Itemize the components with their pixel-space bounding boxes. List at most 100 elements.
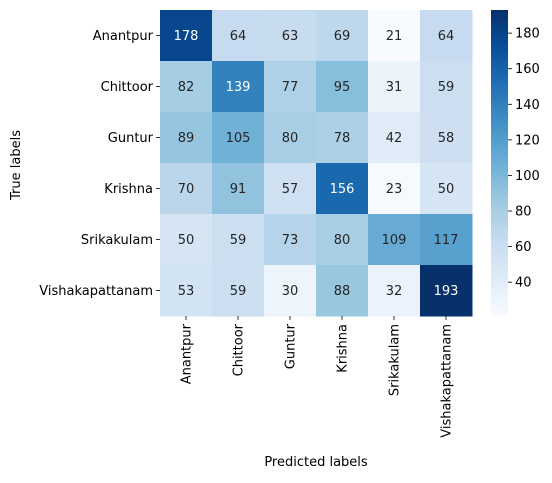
cell-value-label: 58 (438, 131, 455, 146)
heatmap-cell (316, 265, 369, 317)
x-axis: Anantpur Chittoor Guntur Krishna Srikakulam V… (180, 316, 455, 438)
cell-value-label: 57 (282, 182, 299, 197)
x-tick-label: Vishakapattanam (440, 324, 455, 438)
cell-value-label: 78 (334, 131, 351, 146)
cell-value-label: 50 (178, 233, 195, 248)
cell-value-label: 193 (434, 284, 459, 299)
heatmap-cell (264, 61, 317, 113)
heatmap-cell (160, 10, 213, 62)
x-tick-label: Guntur (284, 323, 299, 369)
heatmap-cell (368, 265, 421, 317)
cell-value-label: 109 (382, 233, 407, 248)
heatmap-cell (420, 163, 473, 215)
heatmap-cell (316, 163, 369, 215)
heatmap-cell (420, 265, 473, 317)
cell-value-label: 64 (438, 29, 455, 44)
cell-value-label: 59 (230, 284, 247, 299)
heatmap-cell (316, 61, 369, 113)
heatmap-cell (420, 214, 473, 266)
cell-value-label: 89 (178, 131, 195, 146)
y-axis: Anantpur Chittoor Guntur Krishna Srikakulam V… (39, 29, 160, 299)
colorbar-gradient (491, 10, 508, 316)
cell-value-label: 88 (334, 284, 351, 299)
cell-value-label: 21 (386, 29, 403, 44)
colorbar: 40 60 80 100 120 140 160 180 (491, 10, 540, 316)
heatmap-cell (212, 163, 265, 215)
heatmap-cell (212, 214, 265, 266)
heatmap-cell (264, 163, 317, 215)
colorbar-tick-label: 140 (515, 98, 540, 113)
cell-value-label: 178 (174, 29, 199, 44)
y-tick-label: Krishna (104, 182, 153, 197)
heatmap-cell (160, 214, 213, 266)
heatmap-cell (212, 265, 265, 317)
y-tick-label: Anantpur (93, 29, 154, 44)
heatmap-cell (264, 10, 317, 62)
cell-value-label: 64 (230, 29, 247, 44)
y-axis-title: True labels (9, 130, 24, 201)
cell-value-label: 69 (334, 29, 351, 44)
heatmap-cell (368, 112, 421, 164)
cell-value-label: 105 (226, 131, 251, 146)
heatmap-cell (420, 10, 473, 62)
cell-value-label: 63 (282, 29, 299, 44)
cell-value-label: 117 (434, 233, 459, 248)
cell-value-label: 50 (438, 182, 455, 197)
cell-value-label: 80 (334, 233, 351, 248)
colorbar-tick-label: 180 (515, 27, 540, 42)
cell-value-label: 73 (282, 233, 299, 248)
x-tick-label: Krishna (336, 324, 351, 373)
colorbar-tick-label: 40 (515, 276, 532, 291)
x-axis-title: Predicted labels (264, 455, 368, 470)
heatmap-cell (212, 10, 265, 62)
cell-value-label: 30 (282, 284, 299, 299)
heatmap-cell (160, 61, 213, 113)
heatmap-cell (264, 265, 317, 317)
heatmap-cell (160, 265, 213, 317)
x-tick-label: Srikakulam (388, 324, 403, 396)
heatmap-cell (368, 214, 421, 266)
cell-value-label: 82 (178, 80, 195, 95)
heatmap-cell (368, 61, 421, 113)
heatmap-cell (212, 112, 265, 164)
heatmap-cell (368, 10, 421, 62)
heatmap-cell-labels: 178 64 63 69 21 64 82 139 77 95 31 59 89 105 80 78 42 58 7… (174, 29, 459, 299)
x-tick-label: Anantpur (180, 323, 195, 384)
heatmap-cell (264, 112, 317, 164)
colorbar-tick-label: 60 (515, 240, 532, 255)
heatmap-cell (368, 163, 421, 215)
y-tick-label: Vishakapattanam (39, 284, 153, 299)
cell-value-label: 80 (282, 131, 299, 146)
heatmap-cell (160, 163, 213, 215)
cell-value-label: 53 (178, 284, 195, 299)
colorbar-tick-label: 100 (515, 169, 540, 184)
heatmap-cell (420, 61, 473, 113)
heatmap-cell (316, 10, 369, 62)
cell-value-label: 70 (178, 182, 195, 197)
cell-value-label: 42 (386, 131, 403, 146)
cell-value-label: 32 (386, 284, 403, 299)
cell-value-label: 156 (330, 182, 355, 197)
cell-value-label: 23 (386, 182, 403, 197)
colorbar-tick-label: 160 (515, 62, 540, 77)
y-tick-label: Srikakulam (81, 233, 153, 248)
y-tick-label: Chittoor (101, 80, 154, 95)
heatmap-cells (160, 10, 473, 317)
y-tick-label: Guntur (108, 131, 154, 146)
colorbar-tick-label: 80 (515, 205, 532, 220)
heatmap-cell (420, 112, 473, 164)
cell-value-label: 59 (438, 80, 455, 95)
heatmap-cell (160, 112, 213, 164)
cell-value-label: 91 (230, 182, 247, 197)
heatmap-cell (264, 214, 317, 266)
cell-value-label: 95 (334, 80, 351, 95)
cell-value-label: 77 (282, 80, 299, 95)
cell-value-label: 31 (386, 80, 403, 95)
cell-value-label: 139 (226, 80, 251, 95)
heatmap-cell (316, 214, 369, 266)
heatmap-cell (316, 112, 369, 164)
colorbar-tick-label: 120 (515, 133, 540, 148)
heatmap-cell (212, 61, 265, 113)
